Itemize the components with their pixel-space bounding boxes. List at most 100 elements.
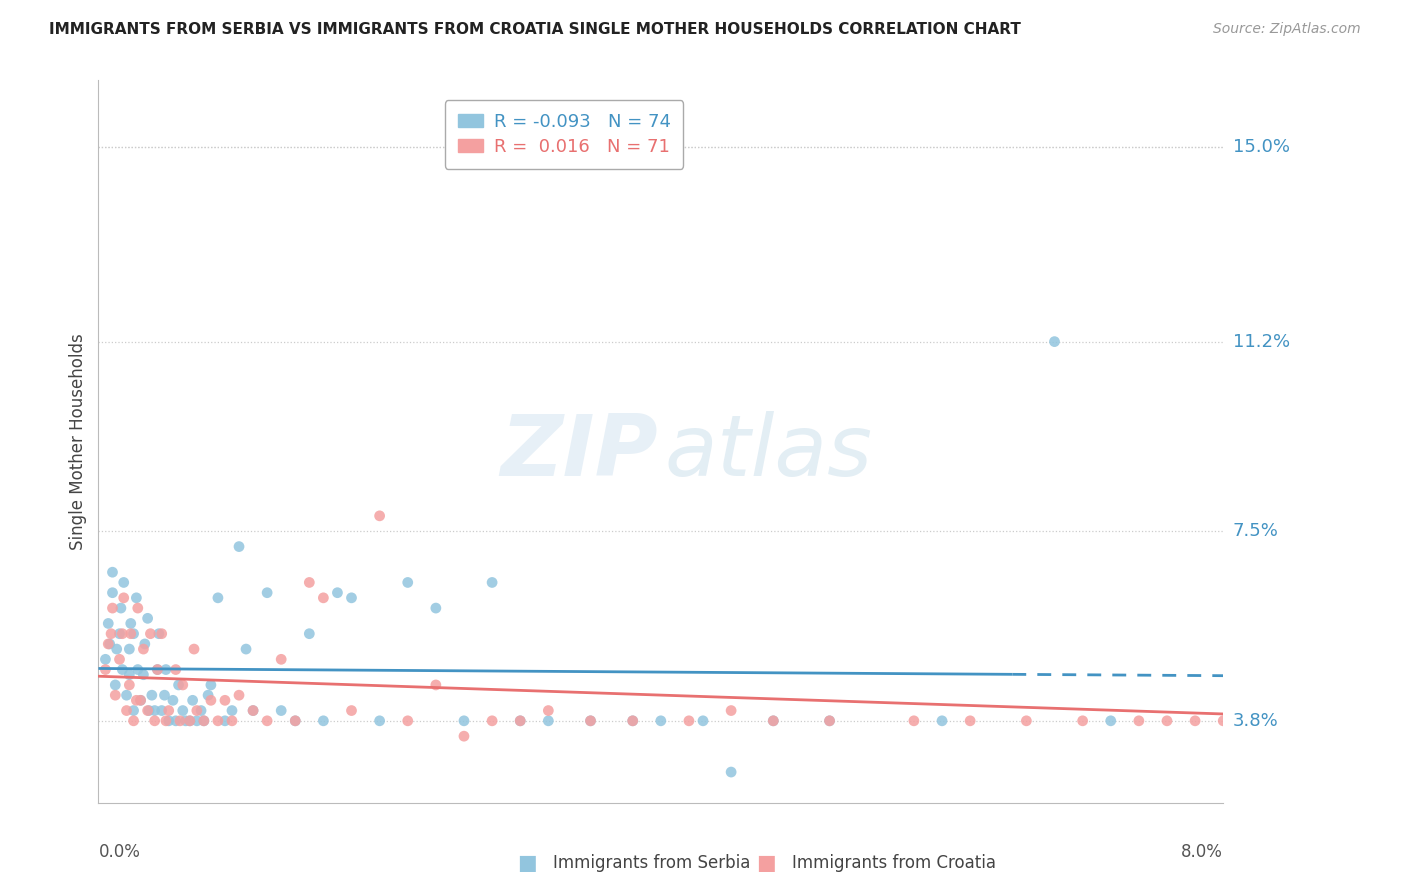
Point	[1212, 714, 1234, 728]
Point	[818, 714, 841, 728]
Point	[650, 714, 672, 728]
Point	[207, 591, 229, 605]
Text: Source: ZipAtlas.com: Source: ZipAtlas.com	[1213, 22, 1361, 37]
Point	[134, 637, 156, 651]
Point	[242, 704, 264, 718]
Point	[312, 714, 335, 728]
Point	[181, 693, 204, 707]
Point	[94, 663, 117, 677]
Point	[115, 704, 138, 718]
Point	[155, 714, 177, 728]
Text: 8.0%: 8.0%	[1181, 843, 1223, 861]
Point	[150, 704, 173, 718]
Point	[118, 642, 141, 657]
Point	[136, 704, 159, 718]
Point	[214, 693, 236, 707]
Point	[146, 663, 169, 677]
Point	[138, 704, 160, 718]
Point	[186, 704, 208, 718]
Point	[1324, 714, 1347, 728]
Point	[453, 729, 475, 743]
Point	[818, 714, 841, 728]
Point	[1071, 714, 1094, 728]
Point	[165, 714, 187, 728]
Point	[1015, 714, 1038, 728]
Point	[155, 663, 177, 677]
Point	[129, 693, 152, 707]
Point	[146, 663, 169, 677]
Text: Immigrants from Serbia: Immigrants from Serbia	[553, 855, 749, 872]
Point	[97, 616, 120, 631]
Point	[127, 601, 149, 615]
Point	[214, 714, 236, 728]
Point	[169, 714, 191, 728]
Point	[762, 714, 785, 728]
Point	[1128, 714, 1150, 728]
Point	[903, 714, 925, 728]
Point	[270, 704, 292, 718]
Point	[720, 765, 742, 780]
Point	[132, 667, 155, 681]
Text: ■: ■	[756, 854, 776, 873]
Point	[148, 626, 170, 640]
Point	[122, 704, 145, 718]
Point	[242, 704, 264, 718]
Point	[931, 714, 953, 728]
Point	[1282, 714, 1305, 728]
Point	[179, 714, 201, 728]
Point	[228, 540, 250, 554]
Point	[167, 678, 190, 692]
Text: 7.5%: 7.5%	[1233, 522, 1279, 541]
Point	[256, 585, 278, 599]
Point	[183, 642, 205, 657]
Point	[678, 714, 700, 728]
Point	[101, 565, 124, 579]
Point	[132, 642, 155, 657]
Point	[298, 575, 321, 590]
Text: Immigrants from Croatia: Immigrants from Croatia	[792, 855, 995, 872]
Point	[97, 637, 120, 651]
Point	[112, 591, 135, 605]
Text: ZIP: ZIP	[499, 411, 658, 494]
Text: 3.8%: 3.8%	[1233, 712, 1278, 730]
Legend: R = -0.093   N = 74, R =  0.016   N = 71: R = -0.093 N = 74, R = 0.016 N = 71	[444, 100, 683, 169]
Point	[174, 714, 197, 728]
Point	[1156, 714, 1178, 728]
Point	[136, 611, 159, 625]
Point	[537, 704, 560, 718]
Point	[122, 626, 145, 640]
Point	[284, 714, 307, 728]
Point	[94, 652, 117, 666]
Point	[200, 693, 222, 707]
Point	[396, 714, 419, 728]
Point	[1043, 334, 1066, 349]
Point	[509, 714, 531, 728]
Point	[100, 626, 122, 640]
Point	[256, 714, 278, 728]
Point	[621, 714, 644, 728]
Point	[104, 678, 127, 692]
Text: ■: ■	[517, 854, 537, 873]
Point	[101, 601, 124, 615]
Text: atlas: atlas	[664, 411, 872, 494]
Point	[143, 714, 166, 728]
Point	[270, 652, 292, 666]
Point	[312, 591, 335, 605]
Point	[120, 616, 142, 631]
Point	[120, 626, 142, 640]
Point	[481, 714, 503, 728]
Point	[193, 714, 215, 728]
Point	[762, 714, 785, 728]
Point	[141, 688, 163, 702]
Y-axis label: Single Mother Households: Single Mother Households	[69, 334, 87, 549]
Point	[720, 704, 742, 718]
Point	[127, 663, 149, 677]
Point	[172, 704, 194, 718]
Point	[150, 626, 173, 640]
Point	[425, 601, 447, 615]
Point	[1184, 714, 1206, 728]
Point	[368, 508, 391, 523]
Point	[1240, 540, 1263, 554]
Point	[104, 688, 127, 702]
Point	[162, 693, 184, 707]
